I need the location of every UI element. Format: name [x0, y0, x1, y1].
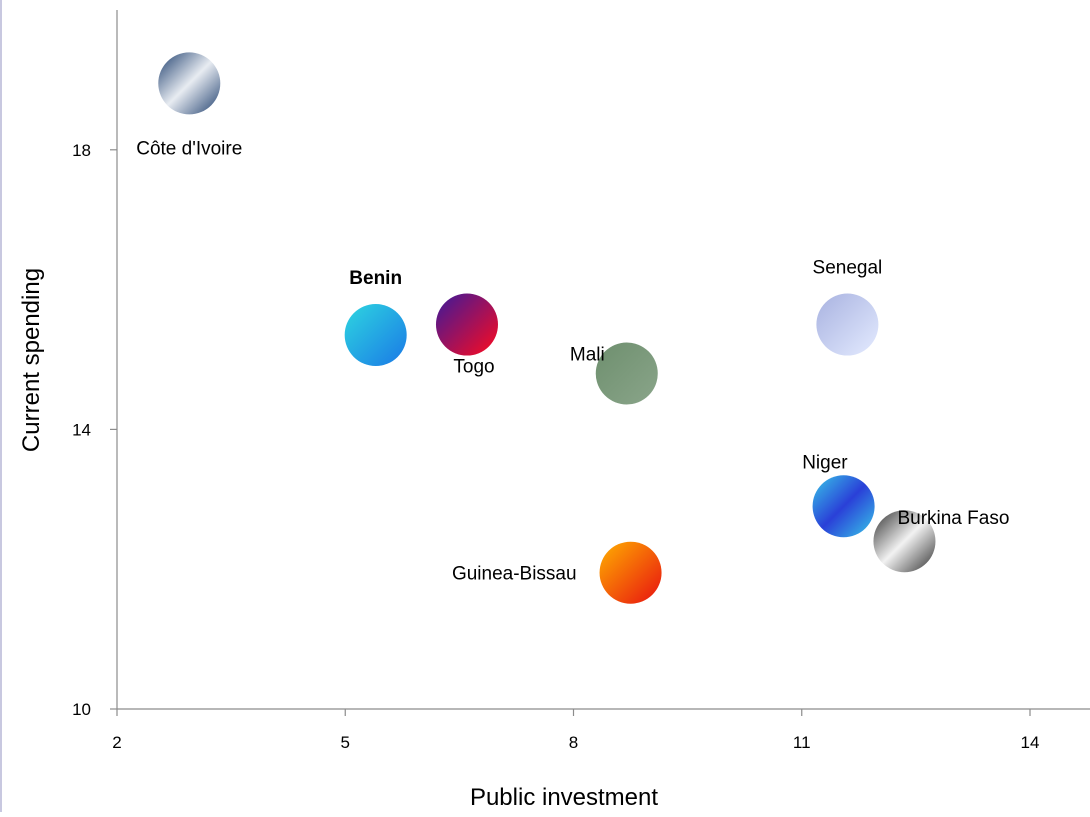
point-label: Niger — [802, 452, 848, 473]
scatter-point — [873, 510, 936, 573]
scatter-point — [344, 304, 407, 367]
x-tick-label: 5 — [341, 733, 350, 752]
scatter-point — [816, 293, 879, 356]
x-tick-label: 8 — [569, 733, 578, 752]
point-label: Guinea-Bissau — [452, 564, 577, 585]
scatter-point — [595, 342, 658, 405]
page-edge-rule — [0, 0, 2, 812]
point-label: Senegal — [813, 258, 883, 279]
x-tick-label: 11 — [793, 733, 811, 752]
y-tick-label: 18 — [72, 141, 91, 160]
point-label: Togo — [453, 357, 494, 378]
x-tick-label: 14 — [1021, 733, 1040, 752]
scatter-point — [158, 52, 221, 115]
y-tick-label: 14 — [72, 420, 91, 439]
y-tick-label: 10 — [72, 700, 91, 719]
y-axis-title: Current spending — [18, 268, 45, 452]
point-label: Burkina Faso — [897, 508, 1009, 529]
scatter-point — [599, 541, 662, 604]
point-label: Benin — [349, 268, 402, 289]
point-label: Mali — [570, 344, 605, 365]
scatter-point — [812, 475, 875, 538]
x-axis-title: Public investment — [470, 784, 658, 811]
scatter-point — [435, 293, 498, 356]
x-tick-label: 2 — [112, 733, 121, 752]
point-label: Côte d'Ivoire — [136, 138, 242, 159]
